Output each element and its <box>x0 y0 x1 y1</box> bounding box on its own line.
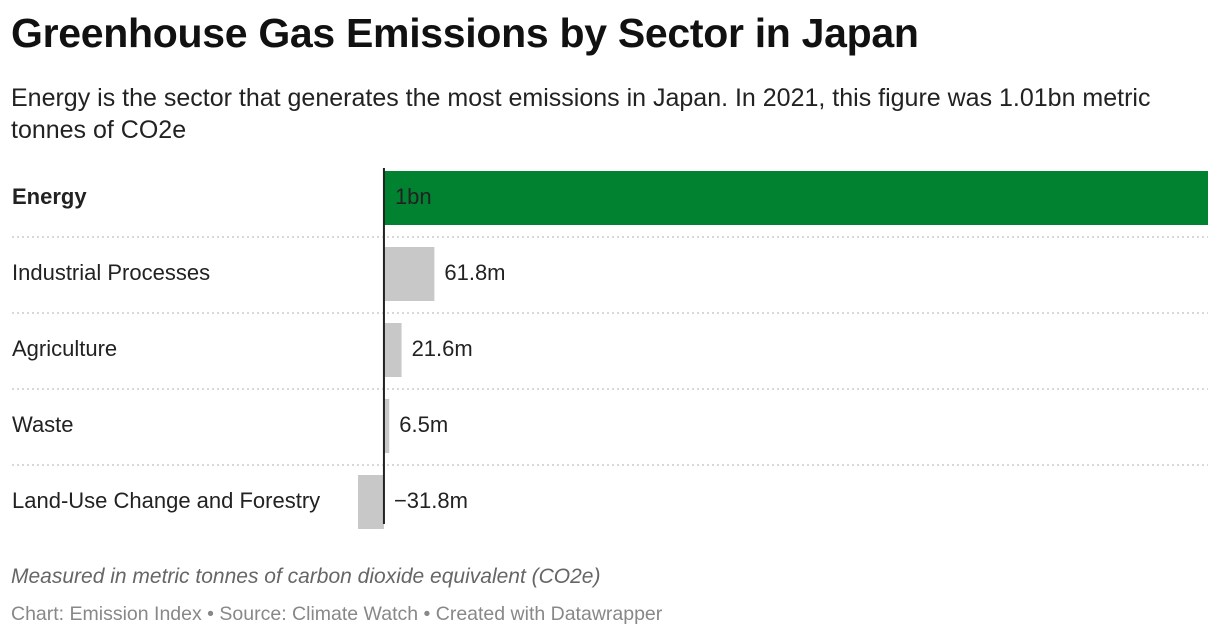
value-label: 6.5m <box>399 412 448 437</box>
chart-title: Greenhouse Gas Emissions by Sector in Ja… <box>11 10 919 56</box>
bar <box>358 475 384 529</box>
bar <box>383 171 1209 225</box>
bar <box>383 323 402 377</box>
bar <box>383 399 390 453</box>
chart-subtitle: Energy is the sector that generates the … <box>11 84 1151 144</box>
value-label: 21.6m <box>412 336 473 361</box>
value-label: −31.8m <box>394 488 468 513</box>
category-label: Waste <box>12 412 74 437</box>
value-label: 1bn <box>395 184 432 209</box>
bar <box>383 247 435 301</box>
chart-notes: Measured in metric tonnes of carbon diox… <box>11 565 601 588</box>
value-label: 61.8m <box>444 260 505 285</box>
category-label: Land-Use Change and Forestry <box>12 488 320 513</box>
category-label: Energy <box>12 184 87 209</box>
category-label: Industrial Processes <box>12 260 210 285</box>
category-label: Agriculture <box>12 336 117 361</box>
chart-source: Chart: Emission Index • Source: Climate … <box>11 603 663 625</box>
chart: Energy 1bn Industrial Processes 61.8m Agricu… <box>12 168 1209 529</box>
